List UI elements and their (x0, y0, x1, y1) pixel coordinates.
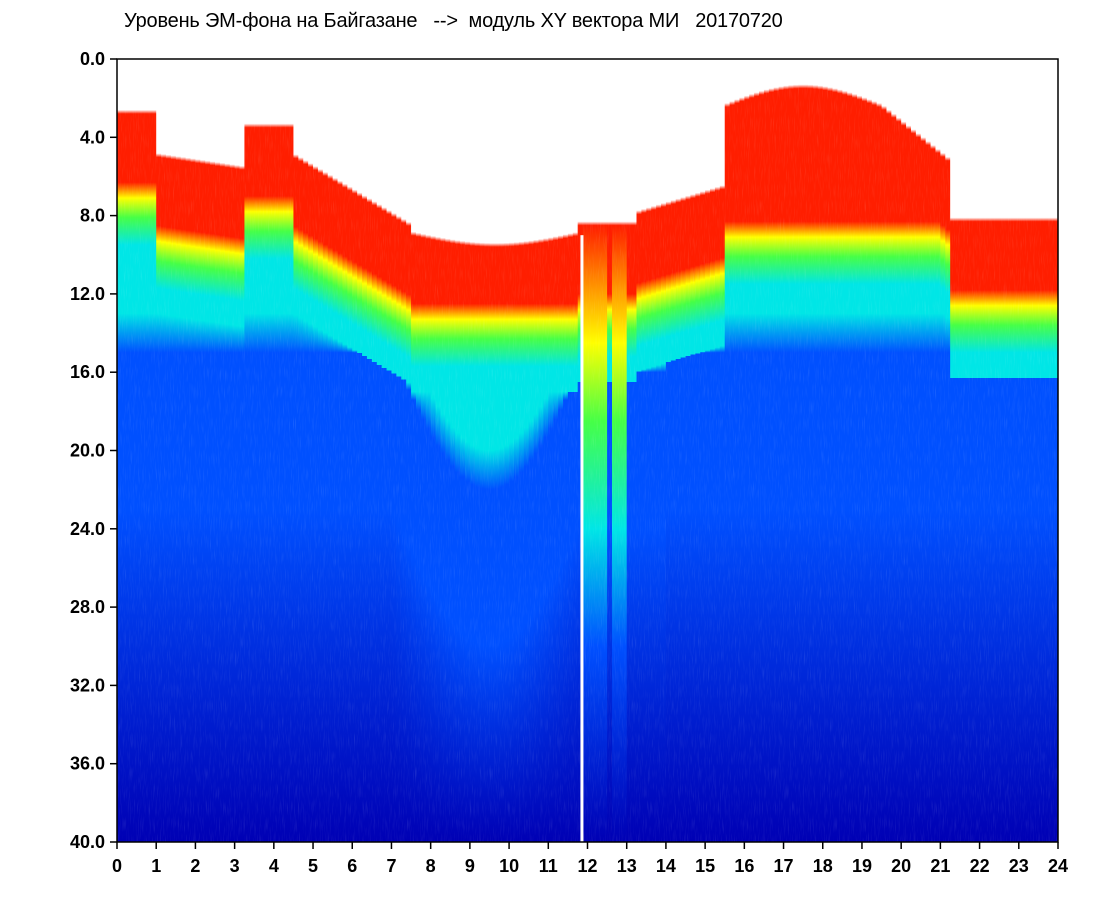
heatmap-texture (117, 59, 1058, 842)
x-tick-label: 8 (426, 856, 436, 876)
x-tick-label: 1 (151, 856, 161, 876)
chart-title: Уровень ЭМ-фона на Байгазане --> модуль … (124, 10, 783, 32)
spectrogram-heatmap (117, 59, 1058, 842)
x-axis: 0 1 2 3 4 5 6 7 8 9 10 11 12 13 14 15 16 17 18 19 20 21 22 23 24 (112, 842, 1068, 876)
x-tick-label: 2 (190, 856, 200, 876)
y-tick-label: 24.0 (70, 519, 105, 539)
x-tick-label: 17 (774, 856, 794, 876)
data-gap-line (580, 235, 584, 842)
y-tick-label: 20.0 (70, 441, 105, 461)
x-tick-label: 10 (499, 856, 519, 876)
y-tick-label: 40.0 (70, 832, 105, 852)
y-tick-label: 28.0 (70, 597, 105, 617)
y-tick-label: 8.0 (80, 206, 105, 226)
x-tick-label: 11 (539, 856, 558, 876)
x-tick-label: 0 (112, 856, 122, 876)
x-tick-label: 14 (656, 856, 676, 876)
x-tick-label: 18 (813, 856, 833, 876)
y-axis: 0.0 4.0 8.0 12.0 16.0 20.0 24.0 28.0 32.0 36.0 40.… (70, 49, 117, 852)
x-tick-label: 9 (465, 856, 475, 876)
y-tick-label: 16.0 (70, 362, 105, 382)
x-tick-label: 24 (1048, 856, 1068, 876)
y-tick-label: 12.0 (70, 284, 105, 304)
x-tick-label: 16 (734, 856, 754, 876)
x-tick-label: 22 (970, 856, 990, 876)
x-tick-label: 23 (1009, 856, 1029, 876)
x-tick-label: 21 (930, 856, 950, 876)
y-tick-label: 32.0 (70, 675, 105, 695)
y-tick-label: 36.0 (70, 754, 105, 774)
x-tick-label: 15 (695, 856, 715, 876)
x-tick-label: 3 (230, 856, 240, 876)
y-tick-label: 0.0 (80, 49, 105, 69)
x-tick-label: 20 (891, 856, 911, 876)
x-tick-label: 7 (386, 856, 396, 876)
x-tick-label: 19 (852, 856, 872, 876)
x-tick-label: 13 (617, 856, 637, 876)
x-tick-label: 4 (269, 856, 279, 876)
x-tick-label: 12 (577, 856, 597, 876)
x-tick-label: 5 (308, 856, 318, 876)
y-tick-label: 4.0 (80, 127, 105, 147)
x-tick-label: 6 (347, 856, 357, 876)
